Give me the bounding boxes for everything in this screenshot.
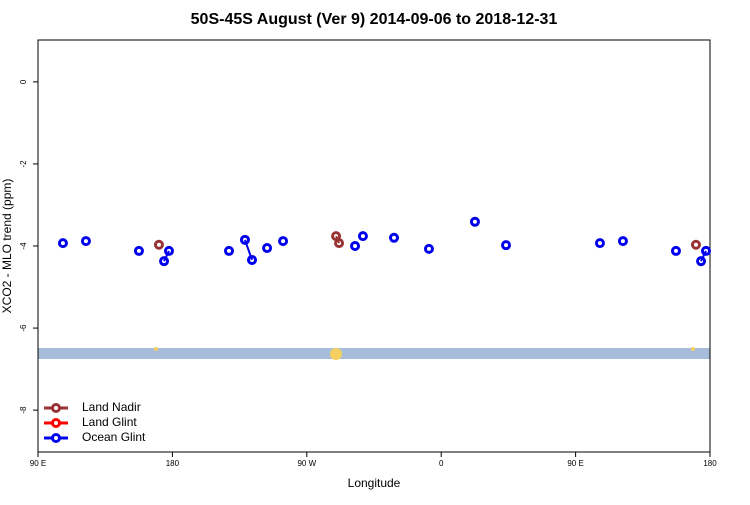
chart-title: 50S-45S August (Ver 9) 2014-09-06 to 201… bbox=[191, 11, 558, 28]
point bbox=[594, 238, 605, 249]
connector bbox=[163, 250, 170, 262]
legend-label: Land Nadir bbox=[82, 400, 141, 414]
x-tick-label: 180 bbox=[166, 459, 180, 468]
point bbox=[469, 216, 480, 227]
map-strip bbox=[38, 348, 710, 359]
legend-marker bbox=[51, 403, 61, 413]
point bbox=[57, 238, 68, 249]
legend-label: Ocean Glint bbox=[82, 430, 146, 444]
point bbox=[423, 243, 434, 254]
x-axis-label: Longitude bbox=[348, 476, 401, 490]
y-tick-label: -8 bbox=[19, 406, 28, 414]
point bbox=[334, 238, 345, 249]
legend-marker bbox=[51, 433, 61, 443]
y-axis-label: XCO2 - MLO trend (ppm) bbox=[0, 179, 14, 314]
x-tick-label: 90 W bbox=[297, 459, 316, 468]
point bbox=[246, 254, 257, 265]
y-tick-label: 0 bbox=[19, 79, 28, 84]
point bbox=[223, 245, 234, 256]
point bbox=[690, 239, 701, 250]
point bbox=[80, 236, 91, 247]
point bbox=[670, 245, 681, 256]
land-blob bbox=[154, 347, 158, 351]
point bbox=[501, 240, 512, 251]
x-tick-label: 0 bbox=[439, 459, 444, 468]
land-blob bbox=[330, 348, 342, 360]
point bbox=[159, 256, 170, 267]
x-tick-label: 90 E bbox=[30, 459, 46, 468]
land-blob bbox=[691, 347, 695, 351]
legend-marker bbox=[51, 418, 61, 428]
point bbox=[278, 236, 289, 247]
y-tick-label: -4 bbox=[19, 242, 28, 250]
point bbox=[133, 245, 144, 256]
point bbox=[163, 245, 174, 256]
point bbox=[389, 232, 400, 243]
point bbox=[153, 239, 164, 250]
point bbox=[700, 245, 711, 256]
y-tick-label: -2 bbox=[19, 160, 28, 168]
x-tick-label: 180 bbox=[703, 459, 717, 468]
legend-label: Land Glint bbox=[82, 415, 137, 429]
point bbox=[357, 231, 368, 242]
point bbox=[239, 234, 250, 245]
point bbox=[696, 256, 707, 267]
point bbox=[262, 243, 273, 254]
x-tick-label: 90 E bbox=[567, 459, 583, 468]
y-tick-label: -6 bbox=[19, 324, 28, 332]
point bbox=[617, 236, 628, 247]
point bbox=[350, 241, 361, 251]
connector bbox=[700, 250, 707, 262]
